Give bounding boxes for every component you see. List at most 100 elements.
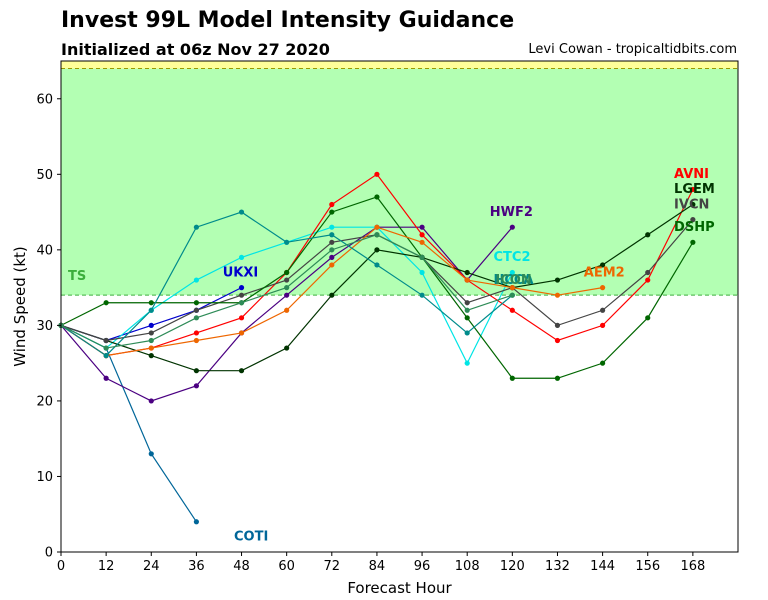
y-axis: 0 10 20 30 40 50 60: [36, 92, 61, 561]
point-hcca: [419, 292, 425, 298]
point-ctc2: [329, 224, 335, 230]
point-dshp: [193, 300, 199, 306]
point-ivcn: [103, 337, 109, 344]
point-avni: [419, 232, 425, 238]
point-dshp: [645, 315, 651, 321]
point-lgem: [148, 353, 154, 359]
point-lgem: [284, 345, 290, 351]
point-dshp: [554, 375, 561, 381]
point-aem2: [238, 330, 245, 336]
y-tick-label: 60: [36, 92, 53, 107]
band-label-0: TS: [68, 269, 86, 284]
point-avni: [509, 307, 515, 313]
point-ctc2: [238, 254, 245, 260]
point-icon: [238, 300, 245, 306]
point-hwf2: [284, 292, 290, 298]
y-tick-label: 0: [45, 546, 53, 561]
x-tick-label: 84: [369, 559, 386, 574]
point-dshp: [600, 360, 606, 366]
point-lgem: [329, 292, 335, 298]
point-hwf2: [148, 398, 154, 404]
point-icon: [509, 292, 515, 298]
x-tick-label: 144: [590, 559, 615, 574]
point-ivcn: [690, 217, 696, 223]
point-hcca: [374, 262, 380, 268]
point-icon: [193, 315, 199, 321]
x-tick-label: 72: [324, 559, 341, 574]
series-line-coti: [60, 324, 197, 523]
point-dshp: [509, 375, 515, 381]
x-tick-label: 108: [455, 559, 480, 574]
series-label-hwf2: HWF2: [490, 205, 533, 220]
point-hwf2: [103, 375, 109, 381]
series-lines: [58, 171, 696, 525]
point-aem2: [374, 224, 380, 230]
point-avni: [690, 186, 696, 193]
point-icon: [464, 307, 470, 313]
chart-subtitle: Initialized at 06z Nov 27 2020: [61, 40, 330, 59]
point-dshp: [690, 239, 696, 245]
point-ivcn: [464, 300, 470, 306]
x-tick-label: 48: [233, 559, 250, 574]
point-hcca: [193, 224, 199, 230]
x-tick-label: 24: [143, 559, 160, 574]
point-hwf2: [419, 224, 425, 230]
point-aem2: [509, 285, 515, 291]
point-ivcn: [645, 269, 651, 276]
point-avni: [554, 337, 561, 344]
x-tick-label: 36: [188, 559, 205, 574]
series-label-aem2: AEM2: [584, 265, 625, 280]
point-hcca: [464, 330, 470, 336]
threshold-bands: TS: [61, 61, 738, 296]
x-tick-label: 96: [414, 559, 431, 574]
point-dshp: [148, 300, 154, 306]
point-hwf2: [329, 254, 335, 260]
point-lgem: [690, 201, 696, 208]
x-tick-label: 60: [278, 559, 295, 574]
point-avni: [600, 322, 606, 328]
series-label-avni: AVNI: [674, 167, 709, 182]
point-aem2: [193, 337, 199, 344]
band-1: [61, 61, 738, 69]
point-hcca: [284, 239, 290, 245]
point-aem2: [284, 307, 290, 313]
point-icon: [284, 285, 290, 291]
series-label-ctc2: CTC2: [494, 250, 531, 265]
point-hcca: [148, 307, 154, 313]
y-axis-label: Wind Speed (kt): [11, 246, 29, 367]
point-avni: [193, 330, 199, 336]
point-ukxi: [148, 322, 154, 328]
point-aem2: [148, 345, 154, 351]
point-coti: [193, 519, 199, 525]
point-lgem: [600, 262, 606, 268]
chart-title: Invest 99L Model Intensity Guidance: [61, 8, 515, 33]
series-label-hcca: HCCA: [494, 273, 534, 288]
series-label-ivcn: IVCN: [674, 197, 709, 212]
point-aem2: [464, 277, 470, 283]
point-avni: [374, 171, 380, 177]
point-ivcn: [329, 239, 335, 245]
point-aem2: [600, 285, 606, 291]
point-avni: [645, 277, 651, 283]
point-lgem: [193, 368, 199, 374]
point-dshp: [374, 194, 380, 200]
point-icon: [374, 232, 380, 238]
series-label-dshp: DSHP: [674, 220, 715, 235]
point-avni: [238, 315, 245, 321]
point-coti: [148, 451, 154, 457]
x-axis: 0 12 24 36 48 60 72 84 96 108 120 132 144 156 168: [57, 552, 705, 574]
point-ivcn: [600, 307, 606, 313]
series-label-icon: ICON: [495, 273, 531, 288]
x-axis-label: Forecast Hour: [347, 579, 452, 597]
point-dshp: [464, 315, 470, 321]
point-lgem: [554, 277, 561, 283]
point-dshp: [103, 300, 109, 306]
point-dshp: [329, 209, 335, 215]
point-ivcn: [193, 307, 199, 313]
y-tick-label: 40: [36, 243, 53, 258]
point-ctc2: [464, 360, 470, 366]
point-lgem: [374, 247, 380, 253]
series-label-lgem: LGEM: [674, 182, 715, 197]
